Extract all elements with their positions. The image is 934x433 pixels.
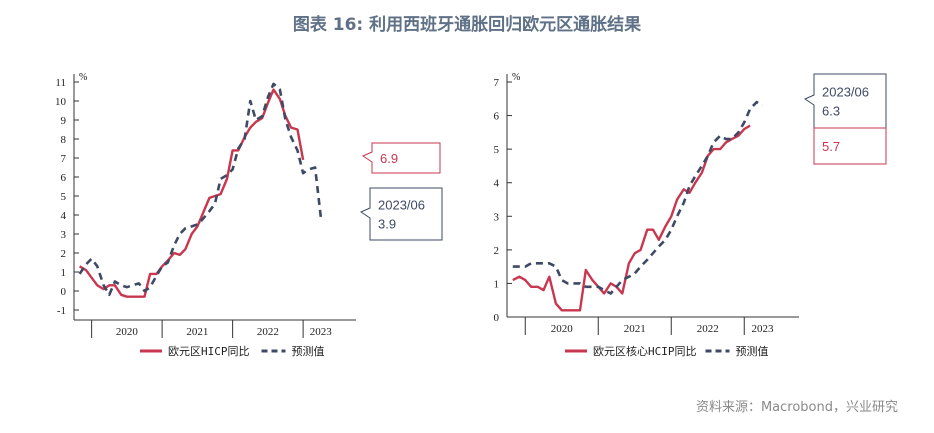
c2-callout-2: 5.7 — [813, 127, 887, 165]
c1-y-tick-label: 0 — [61, 286, 67, 298]
c1-y-tick-label: 3 — [61, 229, 67, 241]
c2-legend-label-forecast: 预测值 — [736, 345, 769, 358]
c1-y-tick-label: 4 — [61, 210, 67, 222]
c1-y-tick-label: 9 — [61, 115, 67, 127]
c1-forecast-line — [78, 82, 323, 297]
c2-callout-text: 2023/06 — [822, 85, 869, 100]
c2-y-tick-label: 1 — [494, 278, 500, 290]
c2-unit-label: % — [512, 72, 520, 83]
c2-callout-text: 5.7 — [822, 139, 840, 154]
c2-callout-text: 6.3 — [822, 104, 840, 119]
c1-x-tick-label: 2023 — [310, 326, 333, 338]
c1-callout-text: 2023/06 — [378, 198, 425, 213]
c2-y-tick-label: 6 — [494, 111, 500, 123]
c2-forecast-line — [512, 100, 764, 295]
c2-legend-label-actual: 欧元区核心HCIP同比 — [593, 344, 697, 358]
c1-y-tick-label: 6 — [61, 172, 67, 184]
c2-x-tick-label: 2022 — [697, 323, 719, 335]
c1-y-tick-label: 10 — [55, 96, 67, 108]
c1-callout-text: 6.9 — [380, 151, 398, 166]
c1-y-tick-label: 1 — [61, 267, 67, 279]
c1-callout-box — [359, 187, 443, 241]
c1-y-tick-label: 5 — [61, 191, 67, 203]
c2-legend: 欧元区核心HCIP同比 预测值 — [565, 344, 769, 358]
c2-y-tick-label: 5 — [494, 144, 500, 156]
c1-callout-2: 2023/06 3.9 — [359, 187, 443, 241]
c2-y-tick-label: 2 — [494, 245, 500, 257]
c1-actual-line — [78, 88, 305, 298]
c1-x-tick-label: 2021 — [186, 326, 208, 338]
c2-actual-line — [512, 124, 751, 312]
chart-right: 0 1 2 3 4 5 6 7 % 2020 2021 2022 2023 2023/06 6.3 5.7 欧元… — [494, 72, 887, 358]
c1-unit-label: % — [79, 72, 87, 83]
c2-y-tick-label: 7 — [494, 77, 500, 89]
c1-x-tick-label: 2020 — [116, 326, 139, 338]
c1-callout-1: 6.9 — [361, 142, 441, 174]
page-title: 图表 16: 利用西班牙通胀回归欧元区通胀结果 — [292, 15, 642, 35]
c2-callout-box — [803, 73, 887, 129]
c2-y-tick-label: 0 — [494, 312, 500, 324]
c1-callout-box — [361, 142, 441, 174]
c2-y-tick-label: 4 — [494, 178, 500, 190]
c2-x-tick-label: 2020 — [551, 323, 574, 335]
c1-y-tick-label: 2 — [61, 248, 67, 260]
c1-y-tick-label: -1 — [57, 305, 66, 317]
source-note: 资料来源：Macrobond，兴业研究 — [695, 400, 898, 415]
c1-y-tick-label: 11 — [55, 77, 66, 89]
c1-y-tick-label: 8 — [61, 134, 67, 146]
c1-y-tick-label: 7 — [61, 153, 67, 165]
c1-legend-label-forecast: 预测值 — [292, 345, 325, 358]
c2-x-tick-label: 2023 — [752, 323, 775, 335]
c2-callout-1: 2023/06 6.3 — [803, 73, 887, 129]
c2-callout-box — [813, 127, 887, 165]
c2-x-tick-label: 2021 — [624, 323, 646, 335]
c1-legend-label-actual: 欧元区HICP同比 — [168, 345, 250, 358]
c1-callout-text: 3.9 — [378, 217, 396, 232]
c2-y-tick-label: 3 — [494, 211, 500, 223]
c1-x-tick-label: 2022 — [257, 326, 279, 338]
chart-left: -1 0 1 2 3 4 5 6 7 8 9 10 11 % 2020 2021 2022 2023 6.9 2023… — [55, 72, 443, 358]
c1-legend: 欧元区HICP同比 预测值 — [140, 345, 325, 358]
